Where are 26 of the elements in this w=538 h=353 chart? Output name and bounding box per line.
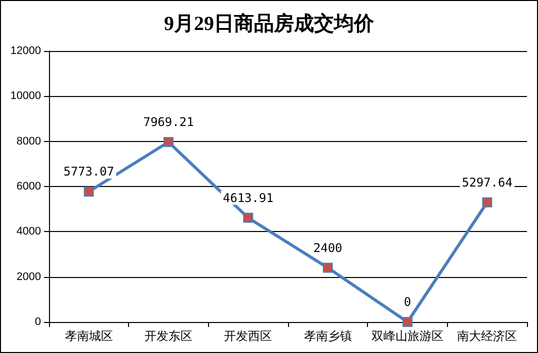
x-tick-label: 双峰山旅游区: [372, 329, 444, 343]
y-tick-label: 10000: [10, 90, 41, 102]
y-tick-label: 4000: [16, 226, 41, 238]
x-tick-label: 孝南乡镇: [304, 329, 352, 343]
x-tick-label: 开发西区: [224, 329, 272, 343]
chart-title: 9月29日商品房成交均价: [164, 12, 375, 35]
point: [164, 137, 174, 148]
point: [482, 197, 492, 208]
data-label: 0: [404, 295, 412, 309]
point: [243, 212, 254, 223]
y-tick-label: 12000: [10, 45, 41, 57]
y-tick-label: 6000: [16, 180, 41, 192]
y-tick-label: 0: [34, 316, 41, 328]
data-label: 4613.91: [222, 190, 274, 205]
point: [84, 186, 94, 197]
point: [322, 262, 333, 273]
y-tick-label: 2000: [16, 270, 41, 283]
data-label: 2400: [313, 240, 342, 255]
y-tick-label: 8000: [16, 135, 41, 148]
data-label: 5297.64: [462, 175, 512, 190]
point: [402, 317, 412, 327]
data-label: 7969.21: [143, 115, 194, 130]
x-tick-label: 南大经济区: [457, 329, 518, 343]
x-tick-label: 孝南城区: [64, 329, 113, 343]
x-tick-label: 开发东区: [144, 329, 192, 343]
data-label: 5773.07: [64, 164, 114, 179]
